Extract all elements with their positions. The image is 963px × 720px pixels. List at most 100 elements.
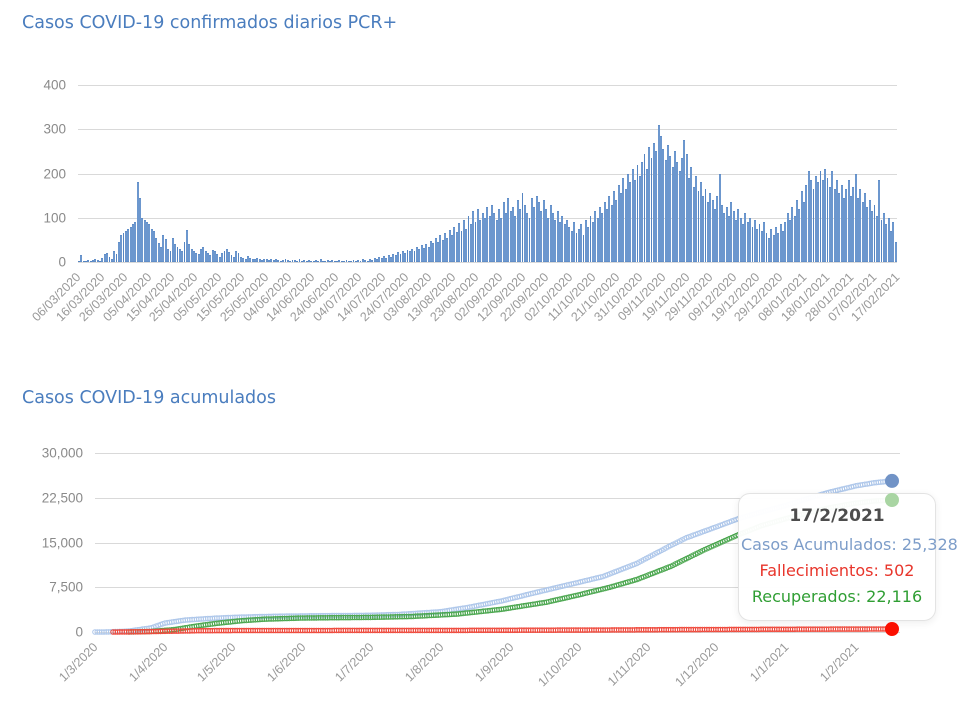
- daily-case-bar[interactable]: [603, 202, 606, 262]
- daily-case-bar[interactable]: [235, 250, 238, 262]
- daily-case-bar[interactable]: [319, 259, 322, 262]
- daily-case-bar[interactable]: [573, 222, 576, 262]
- daily-case-bar[interactable]: [610, 204, 613, 262]
- daily-case-bar[interactable]: [596, 217, 599, 262]
- daily-case-bar[interactable]: [291, 259, 294, 262]
- daily-case-bar[interactable]: [94, 258, 97, 262]
- daily-case-bar[interactable]: [711, 200, 714, 262]
- daily-case-bar[interactable]: [298, 259, 301, 262]
- daily-case-bar[interactable]: [723, 213, 726, 262]
- daily-case-bar[interactable]: [713, 208, 716, 262]
- daily-case-bar[interactable]: [155, 237, 158, 262]
- daily-case-bar[interactable]: [434, 237, 437, 262]
- daily-case-bar[interactable]: [864, 193, 867, 262]
- daily-case-bar[interactable]: [232, 256, 235, 262]
- daily-case-bar[interactable]: [516, 200, 519, 262]
- daily-case-bar[interactable]: [202, 247, 205, 262]
- daily-case-bar[interactable]: [709, 193, 712, 262]
- daily-case-bar[interactable]: [674, 151, 676, 262]
- daily-case-bar[interactable]: [131, 224, 134, 262]
- daily-case-bar[interactable]: [476, 208, 479, 262]
- daily-case-bar[interactable]: [458, 223, 461, 262]
- daily-case-bar[interactable]: [167, 248, 170, 262]
- daily-case-bar[interactable]: [782, 231, 784, 262]
- daily-case-bar[interactable]: [575, 233, 578, 262]
- daily-case-bar[interactable]: [871, 211, 874, 262]
- daily-case-bar[interactable]: [387, 254, 390, 262]
- daily-case-bar[interactable]: [326, 259, 329, 262]
- daily-case-bar[interactable]: [286, 260, 289, 262]
- daily-case-bar[interactable]: [671, 166, 674, 262]
- daily-case-bar[interactable]: [256, 258, 259, 262]
- daily-case-bar[interactable]: [277, 260, 280, 262]
- daily-case-bar[interactable]: [798, 208, 801, 262]
- daily-case-bar[interactable]: [279, 260, 282, 262]
- daily-case-bar[interactable]: [143, 220, 146, 262]
- daily-case-bar[interactable]: [566, 220, 568, 262]
- daily-case-bar[interactable]: [361, 259, 364, 262]
- daily-case-bar[interactable]: [420, 245, 423, 262]
- daily-case-bar[interactable]: [265, 259, 268, 262]
- daily-case-bar[interactable]: [343, 261, 346, 262]
- daily-case-bar[interactable]: [397, 252, 400, 262]
- daily-case-bar[interactable]: [772, 235, 775, 262]
- daily-case-bar[interactable]: [845, 189, 848, 262]
- daily-case-bar[interactable]: [643, 153, 646, 262]
- daily-case-bar[interactable]: [512, 206, 515, 262]
- daily-case-bar[interactable]: [453, 226, 456, 262]
- daily-case-bar[interactable]: [317, 260, 320, 262]
- daily-case-bar[interactable]: [498, 208, 500, 262]
- daily-case-bar[interactable]: [239, 256, 242, 262]
- daily-case-bar[interactable]: [469, 224, 472, 262]
- daily-case-bar[interactable]: [352, 260, 355, 262]
- daily-case-bar[interactable]: [228, 252, 231, 262]
- daily-case-bar[interactable]: [620, 193, 622, 262]
- daily-case-bar[interactable]: [204, 250, 207, 262]
- daily-case-bar[interactable]: [535, 195, 538, 262]
- daily-case-bar[interactable]: [892, 222, 895, 262]
- daily-case-bar[interactable]: [695, 175, 698, 262]
- daily-case-bar[interactable]: [615, 200, 618, 262]
- daily-case-bar[interactable]: [749, 217, 752, 262]
- daily-case-bar[interactable]: [563, 224, 566, 262]
- daily-case-bar[interactable]: [127, 228, 130, 262]
- daily-case-bar[interactable]: [718, 173, 721, 262]
- daily-case-bar[interactable]: [746, 222, 749, 262]
- daily-case-bar[interactable]: [866, 206, 869, 262]
- daily-case-bar[interactable]: [148, 224, 151, 262]
- daily-case-bar[interactable]: [765, 233, 768, 262]
- daily-case-bar[interactable]: [141, 217, 144, 262]
- daily-case-bar[interactable]: [521, 193, 524, 262]
- daily-case-bar[interactable]: [622, 177, 625, 262]
- daily-case-bar[interactable]: [465, 228, 468, 262]
- daily-case-bar[interactable]: [786, 213, 789, 262]
- daily-case-bar[interactable]: [627, 173, 630, 262]
- daily-case-bar[interactable]: [493, 213, 496, 262]
- daily-case-bar[interactable]: [681, 158, 683, 262]
- daily-case-bar[interactable]: [889, 231, 892, 262]
- daily-case-bar[interactable]: [880, 220, 883, 262]
- daily-case-bar[interactable]: [218, 256, 221, 262]
- daily-case-bar[interactable]: [608, 195, 611, 262]
- daily-case-bar[interactable]: [667, 144, 669, 262]
- daily-case-bar[interactable]: [676, 162, 679, 262]
- daily-case-bar[interactable]: [678, 171, 681, 262]
- daily-case-bar[interactable]: [439, 235, 442, 262]
- daily-case-bar[interactable]: [437, 242, 439, 262]
- daily-case-bar[interactable]: [462, 220, 465, 262]
- daily-case-bar[interactable]: [392, 254, 395, 262]
- daily-case-bar[interactable]: [819, 171, 822, 262]
- cumulative-chart-end-dots[interactable]: [95, 453, 900, 636]
- daily-case-bar[interactable]: [85, 261, 87, 262]
- daily-case-bar[interactable]: [793, 215, 796, 262]
- daily-case-bar[interactable]: [106, 253, 109, 262]
- daily-case-bar[interactable]: [577, 228, 580, 262]
- daily-case-bar[interactable]: [427, 246, 430, 262]
- daily-case-bar[interactable]: [873, 204, 876, 262]
- daily-case-bar[interactable]: [322, 261, 324, 262]
- daily-case-bar[interactable]: [190, 248, 193, 262]
- daily-case-bar[interactable]: [296, 261, 299, 262]
- daily-case-bar[interactable]: [162, 235, 165, 262]
- daily-case-bar[interactable]: [176, 246, 179, 262]
- daily-case-bar[interactable]: [350, 261, 353, 262]
